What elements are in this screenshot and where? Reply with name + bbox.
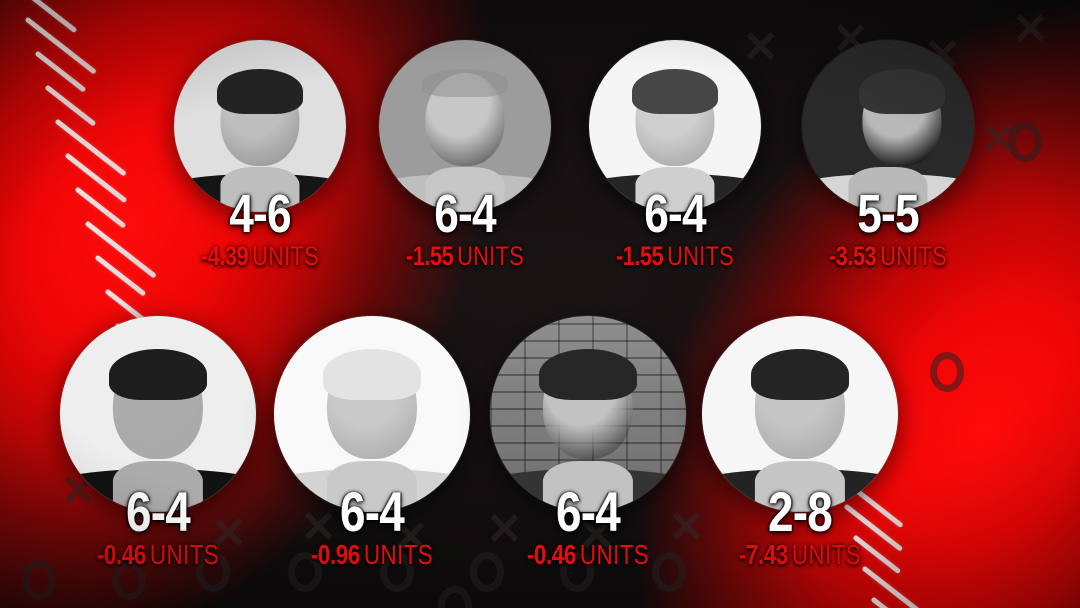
expert-units-value: -0.46 bbox=[526, 538, 576, 570]
portrait-hair bbox=[751, 349, 849, 401]
expert-card[interactable]: 6-4 -0.46 UNITS bbox=[60, 316, 256, 569]
expert-units: -0.96 UNITS bbox=[294, 538, 451, 570]
portrait-hair bbox=[217, 69, 303, 114]
expert-units-value: -0.46 bbox=[96, 538, 146, 570]
expert-card[interactable]: 5-5 -3.53 UNITS bbox=[802, 40, 974, 270]
expert-record: 6-4 bbox=[556, 480, 621, 543]
portrait-hair bbox=[858, 69, 945, 114]
expert-units-value: -7.43 bbox=[738, 538, 788, 570]
expert-units: -1.55 UNITS bbox=[396, 240, 534, 271]
expert-units-label: UNITS bbox=[667, 240, 735, 271]
expert-units: -4.39 UNITS bbox=[191, 240, 329, 271]
expert-units-value: -1.55 bbox=[405, 240, 454, 271]
expert-record: 2-8 bbox=[768, 480, 833, 543]
expert-units: -7.43 UNITS bbox=[722, 538, 879, 570]
expert-record: 6-4 bbox=[340, 480, 405, 543]
expert-card[interactable]: 6-4 -1.55 UNITS bbox=[589, 40, 761, 270]
expert-record: 6-4 bbox=[126, 480, 191, 543]
expert-units: -3.53 UNITS bbox=[819, 240, 957, 271]
portrait-hair bbox=[323, 349, 421, 401]
portrait-hair bbox=[422, 69, 508, 97]
portrait-hair bbox=[632, 69, 718, 114]
expert-units-value: -0.96 bbox=[310, 538, 360, 570]
expert-card[interactable]: 2-8 -7.43 UNITS bbox=[702, 316, 898, 569]
expert-record: 5-5 bbox=[857, 184, 919, 244]
expert-units-label: UNITS bbox=[149, 538, 220, 570]
portrait-hair bbox=[539, 349, 637, 401]
expert-units-label: UNITS bbox=[363, 538, 434, 570]
expert-units-label: UNITS bbox=[457, 240, 525, 271]
expert-units: -1.55 UNITS bbox=[606, 240, 744, 271]
expert-units-label: UNITS bbox=[791, 538, 862, 570]
expert-units-value: -1.55 bbox=[615, 240, 664, 271]
expert-record: 4-6 bbox=[229, 184, 291, 244]
expert-record: 6-4 bbox=[644, 184, 706, 244]
expert-units-label: UNITS bbox=[579, 538, 650, 570]
expert-units-label: UNITS bbox=[880, 240, 948, 271]
expert-card[interactable]: 6-4 -1.55 UNITS bbox=[379, 40, 551, 270]
portrait-hair bbox=[109, 349, 207, 401]
expert-units: -0.46 UNITS bbox=[80, 538, 237, 570]
expert-card[interactable]: 6-4 -0.96 UNITS bbox=[274, 316, 470, 569]
expert-units-value: -3.53 bbox=[828, 240, 877, 271]
expert-record: 6-4 bbox=[434, 184, 496, 244]
expert-units-value: -4.39 bbox=[200, 240, 249, 271]
expert-card[interactable]: 6-4 -0.46 UNITS bbox=[490, 316, 686, 569]
expert-units: -0.46 UNITS bbox=[510, 538, 667, 570]
expert-card[interactable]: 4-6 -4.39 UNITS bbox=[174, 40, 346, 270]
expert-units-label: UNITS bbox=[252, 240, 320, 271]
